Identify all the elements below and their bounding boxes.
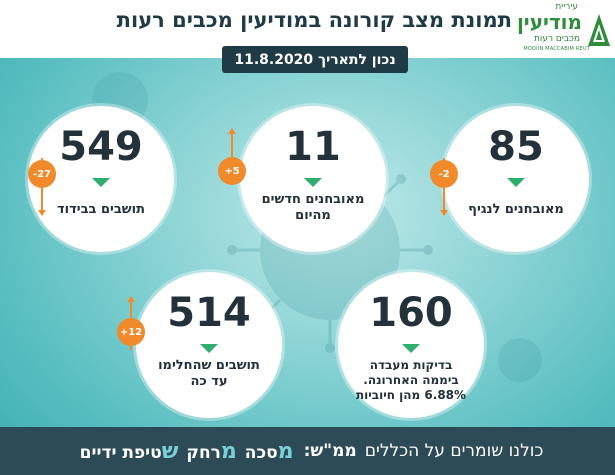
page-title: תמונת מצב קורונה במודיעין מכבים רעות	[116, 8, 512, 32]
footer-word-distance: מרחק	[186, 438, 237, 464]
footer-intro: כולנו שומרים על הכללים	[364, 441, 544, 461]
stat-new-today-card: 11 מאובחנים חדשים מהיום	[240, 106, 386, 252]
stat-diagnosed-change: -2	[430, 160, 458, 188]
stat-recovered-value: 514	[167, 290, 251, 336]
stat-recovered-label: תושבים שהחלימו עד כה	[158, 358, 260, 389]
stat-new-today-label: מאובחנים חדשים מהיום	[261, 192, 365, 223]
logo-mark-icon	[588, 14, 610, 46]
stat-recovered-card: 514 תושבים שהחלימו עד כה	[136, 272, 282, 418]
footer-acronym: ממ"ש:	[303, 441, 357, 461]
stat-diagnosed-value: 85	[488, 124, 544, 170]
logo-top-text: עיריית	[555, 2, 578, 12]
stat-isolation-value: 549	[59, 124, 143, 170]
stat-tests-value: 160	[369, 290, 453, 336]
stat-new-today-value: 11	[285, 124, 341, 170]
footer-word-mask: מסכה	[244, 438, 294, 464]
logo-english-text: MODIIN MACCABIM REUT	[523, 46, 590, 52]
down-arrow-icon	[92, 178, 110, 187]
down-arrow-icon	[200, 344, 218, 353]
stat-new-today-change: +5	[218, 157, 246, 185]
footer-word-hygiene: שטיפת ידיים	[79, 438, 179, 464]
city-logo: עיריית מודיעין מכבים רעות MODIIN MACCABI…	[516, 2, 612, 58]
stat-isolation-label: תושבים בבידוד	[57, 202, 145, 217]
date-badge: נכון לתאריך 11.8.2020	[222, 46, 408, 73]
down-arrow-icon	[304, 178, 322, 187]
down-arrow-icon	[507, 178, 525, 187]
footer-banner: כולנו שומרים על הכללים ממ"ש: מסכה מרחק ש…	[0, 427, 615, 475]
stat-isolation-change: -27	[28, 160, 56, 188]
stat-diagnosed-card: 85 מאובחנים לנגיף	[443, 106, 589, 252]
stat-diagnosed-label: מאובחנים לנגיף	[468, 202, 564, 217]
logo-main-text: מודיעין	[516, 10, 582, 34]
stat-recovered-change: +12	[117, 318, 145, 346]
down-arrow-icon	[402, 344, 420, 353]
stat-tests-card: 160 בדיקות מעבדה ביממה האחרונה. 6.88% מה…	[338, 272, 484, 418]
logo-sub-text: מכבים רעות	[533, 34, 580, 44]
stat-tests-label: בדיקות מעבדה ביממה האחרונה. 6.88% מהן חי…	[355, 358, 467, 402]
